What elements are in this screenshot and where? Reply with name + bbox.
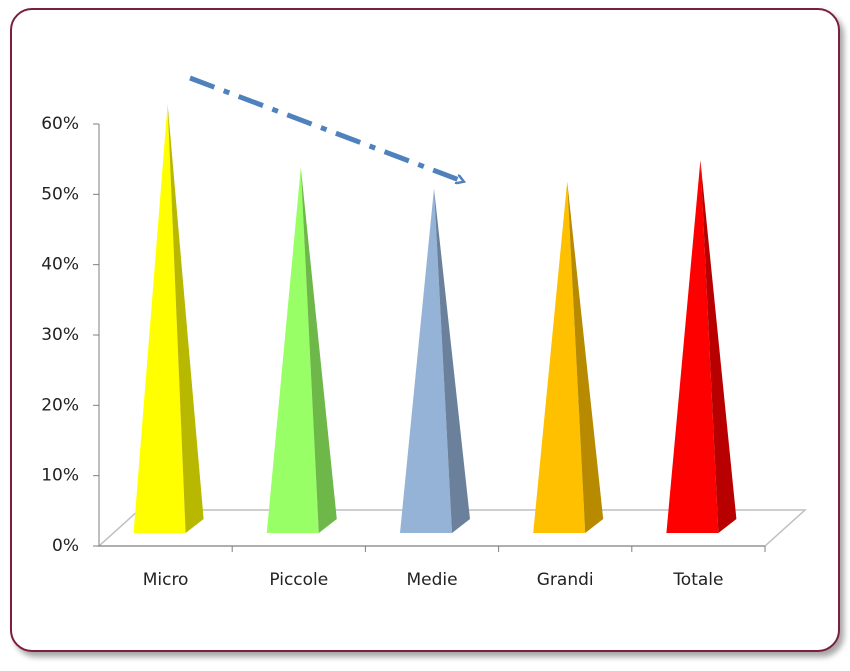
pyramid — [266, 167, 337, 533]
y-tick-label: 60% — [41, 114, 79, 134]
pyramid — [133, 103, 204, 533]
x-tick-label: Totale — [672, 570, 723, 590]
pyramid-side — [167, 103, 204, 533]
y-tick-label: 0% — [52, 536, 79, 556]
trend-arrow — [189, 75, 462, 181]
x-tick-label: Grandi — [537, 570, 594, 590]
pyramid-side — [300, 167, 337, 533]
pyramid-front — [400, 188, 452, 533]
pyramid-side — [434, 188, 470, 533]
pyramid-side — [700, 160, 737, 533]
pyramid — [400, 188, 470, 533]
pyramid-side — [567, 181, 604, 534]
y-tick-label: 30% — [41, 325, 79, 345]
y-tick-label: 20% — [41, 395, 79, 415]
x-tick-label: Micro — [143, 570, 189, 590]
y-tick-label: 40% — [41, 255, 79, 275]
pyramid-front — [266, 167, 319, 533]
y-tick-label: 10% — [41, 466, 79, 486]
pyramid — [533, 181, 604, 534]
y-tick-label: 50% — [41, 184, 79, 204]
pyramid-front — [533, 181, 586, 534]
pyramid — [666, 160, 737, 533]
x-tick-label: Piccole — [269, 570, 328, 590]
x-tick-label: Medie — [406, 570, 457, 590]
pyramid-front — [133, 103, 186, 533]
pyramid-front — [666, 160, 719, 533]
